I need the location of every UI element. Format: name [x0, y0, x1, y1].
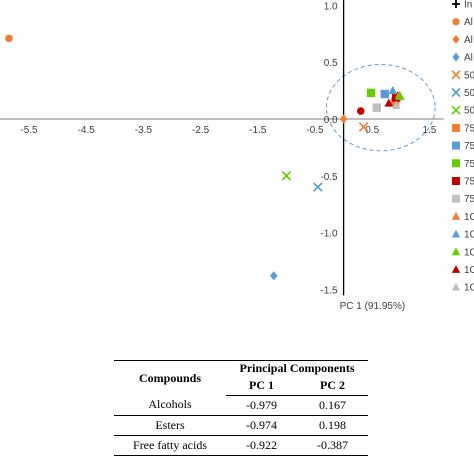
y-tick-label: -1.5 — [320, 285, 338, 296]
legend-label: 75 — [464, 159, 474, 170]
data-point — [366, 88, 376, 98]
pc2-cell: -0.387 — [296, 435, 368, 456]
y-tick-label: -0.5 — [320, 172, 338, 183]
data-point — [5, 34, 13, 43]
table-row: Esters -0.974 0.198 — [114, 415, 368, 436]
pc1-header: PC 1 — [226, 376, 297, 396]
principal-components-header: Principal Components — [226, 360, 368, 377]
data-point — [391, 100, 401, 109]
legend-marker — [451, 229, 461, 238]
pc1-cell: -0.979 — [226, 395, 297, 416]
legend-marker — [452, 123, 460, 132]
y-tick-label: 1.0 — [324, 1, 338, 12]
pc2-cell: 0.198 — [296, 415, 368, 436]
legend-label: 50 — [464, 106, 474, 117]
data-point — [270, 271, 278, 281]
legend-label: Al — [464, 35, 473, 46]
legend-label: 1C — [464, 230, 474, 241]
pc2-header: PC 2 — [296, 376, 368, 396]
legend-marker — [451, 70, 461, 80]
legend-marker — [452, 52, 460, 62]
legend-marker — [451, 265, 461, 273]
x-tick-label: -5.5 — [20, 125, 38, 136]
legend-label: Al — [464, 17, 473, 28]
legend-marker — [451, 247, 461, 256]
y-tick-label: 0.0 — [324, 115, 338, 126]
table-row: Free fatty acids -0.922 -0.387 — [114, 435, 368, 456]
legend-marker — [451, 282, 461, 291]
data-point — [380, 89, 389, 99]
x-tick-label: -1.5 — [249, 125, 267, 136]
table-header-row: Compounds Principal Components — [114, 360, 368, 395]
data-point — [281, 171, 292, 181]
data-point — [313, 182, 323, 192]
legend-label: 1C — [464, 247, 474, 258]
pc1-cell: -0.922 — [226, 435, 297, 456]
legend-label: 1C — [464, 283, 474, 294]
data-point — [390, 97, 400, 107]
legend-marker — [451, 87, 461, 98]
data-point — [384, 98, 394, 107]
legend-label: 75 — [464, 141, 474, 152]
legend-label: 50 — [464, 70, 474, 81]
legend-label: 1C — [464, 212, 474, 223]
pca-scatter-plot: -5.5 -4.5 -3.5 -2.5 -1.5 -0.5 0.5 1.51.00.50.0-… — [0, 0, 474, 312]
compound-cell: Free fatty acids — [114, 435, 226, 456]
x-axis-title: PC 1 (91.95%) — [340, 301, 406, 312]
legend-label: 50 — [464, 88, 474, 99]
x-tick-label: 1.5 — [422, 125, 436, 136]
table-row: Alcohols -0.979 0.167 — [114, 395, 368, 416]
legend-marker — [452, 159, 460, 168]
legend-label: 75 — [464, 194, 474, 205]
x-tick-label: -0.5 — [306, 125, 324, 136]
legend-marker — [452, 0, 460, 8]
compound-cell: Alcohols — [114, 395, 226, 416]
legend-label: 75 — [464, 177, 474, 188]
legend-marker — [451, 212, 461, 220]
y-tick-label: -1.0 — [320, 229, 338, 240]
data-point — [356, 107, 365, 115]
legend-marker — [452, 35, 460, 44]
legend-marker — [452, 194, 460, 203]
loadings-table: Compounds Principal Components PC 1 PC 2… — [114, 360, 368, 456]
legend-label: 75 — [464, 123, 474, 134]
x-tick-label: -4.5 — [78, 125, 96, 136]
legend-marker — [451, 105, 461, 115]
compounds-header: Compounds — [114, 360, 226, 395]
cluster-ellipse — [325, 63, 436, 152]
legend-marker — [452, 141, 460, 150]
legend-label: In — [464, 0, 472, 11]
legend-marker — [452, 177, 460, 185]
x-tick-label: -3.5 — [135, 125, 153, 136]
y-tick-label: 0.5 — [324, 58, 338, 69]
legend-label: 1C — [464, 265, 474, 276]
legend-marker — [452, 18, 460, 26]
table-subheader-row: PC 1 PC 2 — [114, 376, 368, 396]
data-point — [358, 122, 369, 132]
compound-cell: Esters — [114, 415, 226, 436]
data-point — [372, 103, 381, 112]
data-point — [388, 85, 398, 95]
pc2-cell: 0.167 — [296, 395, 368, 416]
legend-label: Al — [464, 53, 473, 64]
data-point — [395, 91, 405, 100]
x-tick-label: -2.5 — [192, 125, 210, 136]
pc1-cell: -0.974 — [226, 415, 297, 436]
x-tick-label: 0.5 — [365, 125, 379, 136]
data-point — [339, 114, 348, 124]
